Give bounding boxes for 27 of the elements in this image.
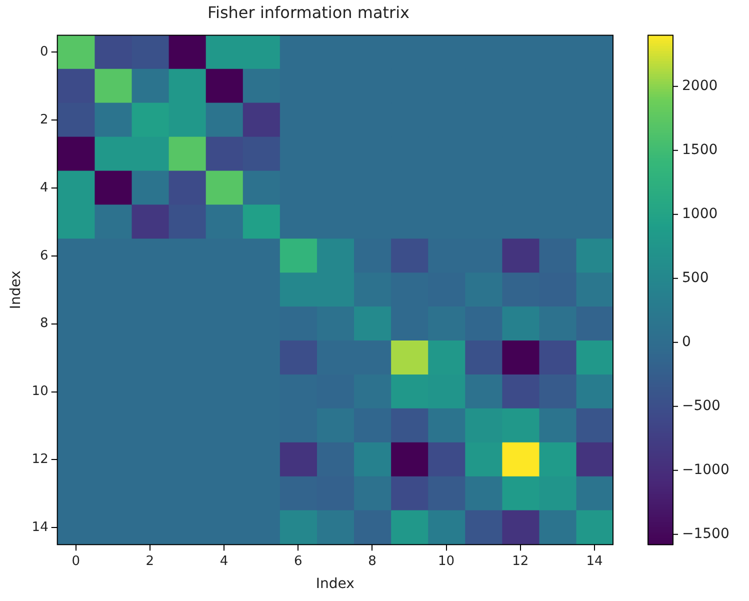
color-bar-label: 1500 (682, 142, 718, 158)
y-axis-title: Index (8, 270, 24, 310)
x-tick-label: 14 (586, 554, 603, 569)
x-tick-label: 4 (220, 554, 228, 569)
x-tick-label: 12 (512, 554, 529, 569)
x-tick-label: 6 (294, 554, 302, 569)
color-bar-label: −500 (682, 398, 720, 414)
x-axis-title: Index (316, 576, 354, 592)
y-tick-label: 0 (40, 44, 48, 60)
color-bar-label: 0 (682, 334, 691, 350)
color-bar-label: −1000 (682, 462, 730, 478)
x-tick-label: 10 (438, 554, 455, 569)
chart-title: Fisher information matrix (207, 2, 410, 22)
y-tick-label: 6 (40, 248, 48, 264)
y-tick-label: 10 (32, 384, 48, 400)
x-tick-label: 0 (72, 554, 80, 569)
x-tick-label: 2 (146, 554, 154, 569)
color-bar-label: 1000 (682, 206, 718, 222)
color-bar-label: 2000 (682, 78, 718, 94)
color-bar-label: 500 (682, 270, 709, 286)
color-bar-label: −1500 (682, 526, 730, 542)
x-tick-label: 8 (368, 554, 376, 569)
y-tick-label: 4 (40, 180, 48, 196)
y-tick-label: 14 (32, 520, 48, 535)
y-tick-label: 12 (32, 452, 48, 468)
y-tick-label: 2 (40, 112, 48, 128)
y-tick-label: 8 (40, 316, 48, 332)
